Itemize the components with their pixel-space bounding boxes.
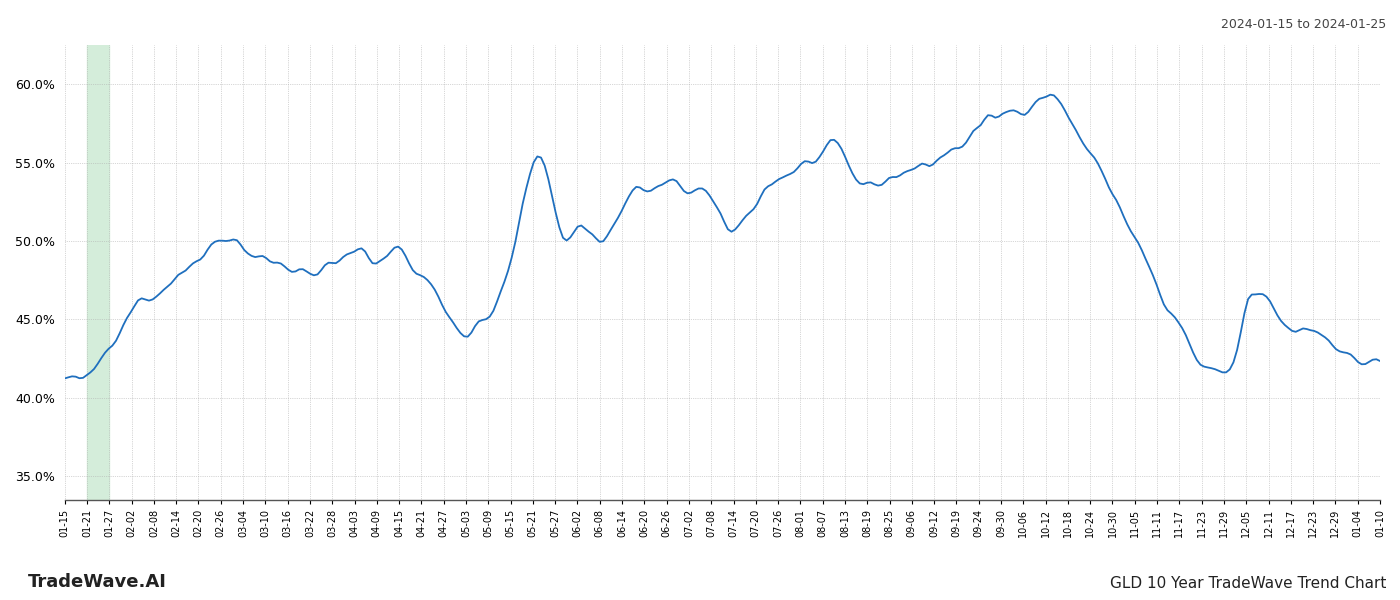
Text: 2024-01-15 to 2024-01-25: 2024-01-15 to 2024-01-25 [1221, 18, 1386, 31]
Text: TradeWave.AI: TradeWave.AI [28, 573, 167, 591]
Text: GLD 10 Year TradeWave Trend Chart: GLD 10 Year TradeWave Trend Chart [1110, 576, 1386, 591]
Bar [87, 45, 109, 500]
